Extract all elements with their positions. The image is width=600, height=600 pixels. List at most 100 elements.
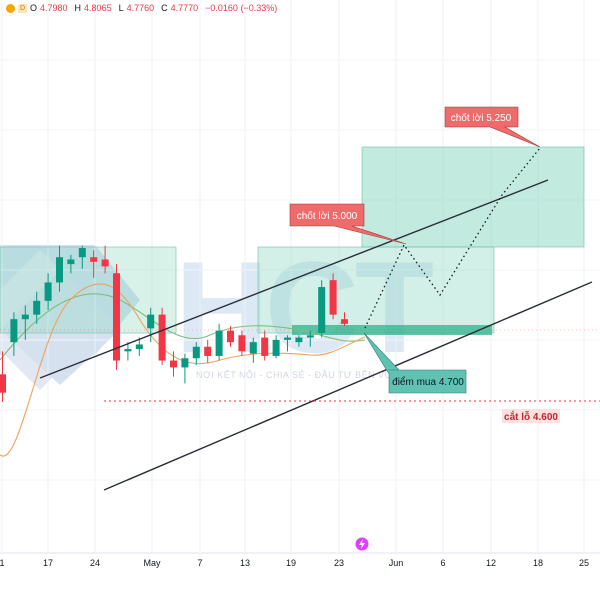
candle-body	[90, 257, 98, 262]
close-value: 4.7770	[170, 3, 199, 13]
watermark-tagline: NƠI KẾT NỐI - CHIA SẺ - ĐẦU TƯ BỀN VỮNG	[196, 369, 407, 380]
candle-body	[181, 358, 189, 368]
candle	[147, 307, 155, 343]
candle-body	[44, 282, 52, 301]
time-axis-label: 25	[579, 558, 589, 568]
open-label: O	[30, 3, 38, 13]
candle-body	[341, 319, 348, 324]
candle-body	[0, 374, 6, 393]
candle-body	[272, 339, 280, 356]
candle-body	[249, 342, 257, 354]
candle	[90, 250, 98, 278]
lightning-event-icon[interactable]	[355, 537, 369, 551]
target-zone-upper	[361, 146, 585, 248]
candle-body	[33, 300, 41, 315]
callout-take-profit-1-text: chốt lời 5.000	[297, 210, 358, 222]
candle	[181, 353, 189, 384]
low-value: 4.7760	[126, 3, 155, 13]
target-zone-lower	[257, 246, 495, 334]
candle	[329, 273, 337, 320]
candle	[113, 264, 120, 370]
candle-body	[147, 314, 155, 329]
candle-body	[284, 337, 291, 340]
candle-body	[261, 337, 269, 356]
candle-body	[10, 319, 18, 343]
interval-badge[interactable]: D	[18, 3, 27, 13]
time-axis-label: Jun	[389, 558, 404, 568]
time-axis-label: 1	[0, 558, 5, 568]
candle	[215, 323, 223, 361]
time-axis-label: 17	[43, 558, 53, 568]
candle-body	[306, 335, 314, 338]
symbol-logo-icon	[6, 3, 15, 13]
candle	[341, 312, 348, 327]
candle	[261, 330, 269, 361]
callout-take-profit-2-text: chốt lời 5.250	[451, 112, 512, 124]
candle-body	[318, 287, 326, 333]
time-axis-label: 13	[240, 558, 250, 568]
candle	[135, 337, 143, 356]
candle	[44, 273, 52, 311]
candles	[0, 245, 348, 402]
close-label: C	[161, 3, 168, 13]
callout-take-profit-2[interactable]: chốt lời 5.250	[444, 106, 541, 148]
candle-body	[113, 273, 120, 361]
change-value: −0.0160 (−0.33%)	[205, 3, 278, 13]
candle	[272, 335, 280, 359]
stop-loss-label[interactable]: cắt lỗ 4.600	[502, 409, 560, 423]
callout-buy-point-text: điểm mua 4.700	[392, 376, 464, 388]
time-axis-label: 19	[286, 558, 296, 568]
candle	[295, 335, 303, 347]
candle-body	[21, 314, 29, 320]
candle-body	[101, 259, 109, 267]
candle-body	[124, 349, 132, 352]
candle	[284, 335, 291, 352]
callout-buy-point[interactable]: điểm mua 4.700	[363, 332, 467, 394]
ohlc-legend: D O 4.7980 H 4.8065 L 4.7760 C 4.7770 −0.016…	[6, 3, 281, 13]
high-value: 4.8065	[84, 3, 112, 13]
candle	[124, 342, 132, 361]
candle-body	[204, 346, 212, 356]
candle	[56, 245, 63, 292]
candle	[306, 330, 314, 347]
time-axis-label: 12	[486, 558, 496, 568]
candle	[192, 342, 200, 366]
time-axis-label: 7	[197, 558, 202, 568]
candle	[101, 245, 109, 274]
candle-body	[238, 335, 246, 352]
time-axis[interactable]: 1 17 24 May 7 13 19 23 Jun 6 12 18 25	[0, 552, 600, 568]
target-zone-left	[0, 246, 177, 334]
candle-body	[158, 314, 166, 361]
low-label: L	[118, 3, 124, 13]
candle-body	[227, 330, 234, 343]
candle-body	[215, 330, 223, 356]
candle	[249, 337, 257, 363]
candle-body	[135, 344, 143, 350]
time-axis-label: 18	[533, 558, 543, 568]
high-label: H	[74, 3, 82, 13]
candle-body	[170, 360, 177, 368]
candle	[33, 291, 41, 324]
time-axis-label: 23	[334, 558, 344, 568]
channel-upper-line	[39, 179, 549, 379]
candle	[158, 307, 166, 366]
candle-body	[329, 280, 337, 315]
candle	[67, 254, 75, 274]
open-value: 4.7980	[40, 3, 68, 13]
callout-take-profit-1[interactable]: chốt lời 5.000	[289, 203, 407, 245]
time-axis-label: May	[143, 558, 161, 568]
candle	[238, 330, 246, 356]
candle-body	[56, 257, 63, 283]
candle	[0, 351, 6, 402]
candle	[204, 339, 212, 363]
candle	[318, 280, 326, 338]
time-axis-label: 24	[90, 558, 100, 568]
candle-body	[78, 248, 86, 258]
candle	[10, 312, 18, 356]
candle-body	[67, 259, 75, 265]
candle	[78, 245, 86, 269]
projected-path	[364, 147, 541, 329]
stop-loss-label-text: cắt lỗ 4.600	[504, 410, 558, 423]
